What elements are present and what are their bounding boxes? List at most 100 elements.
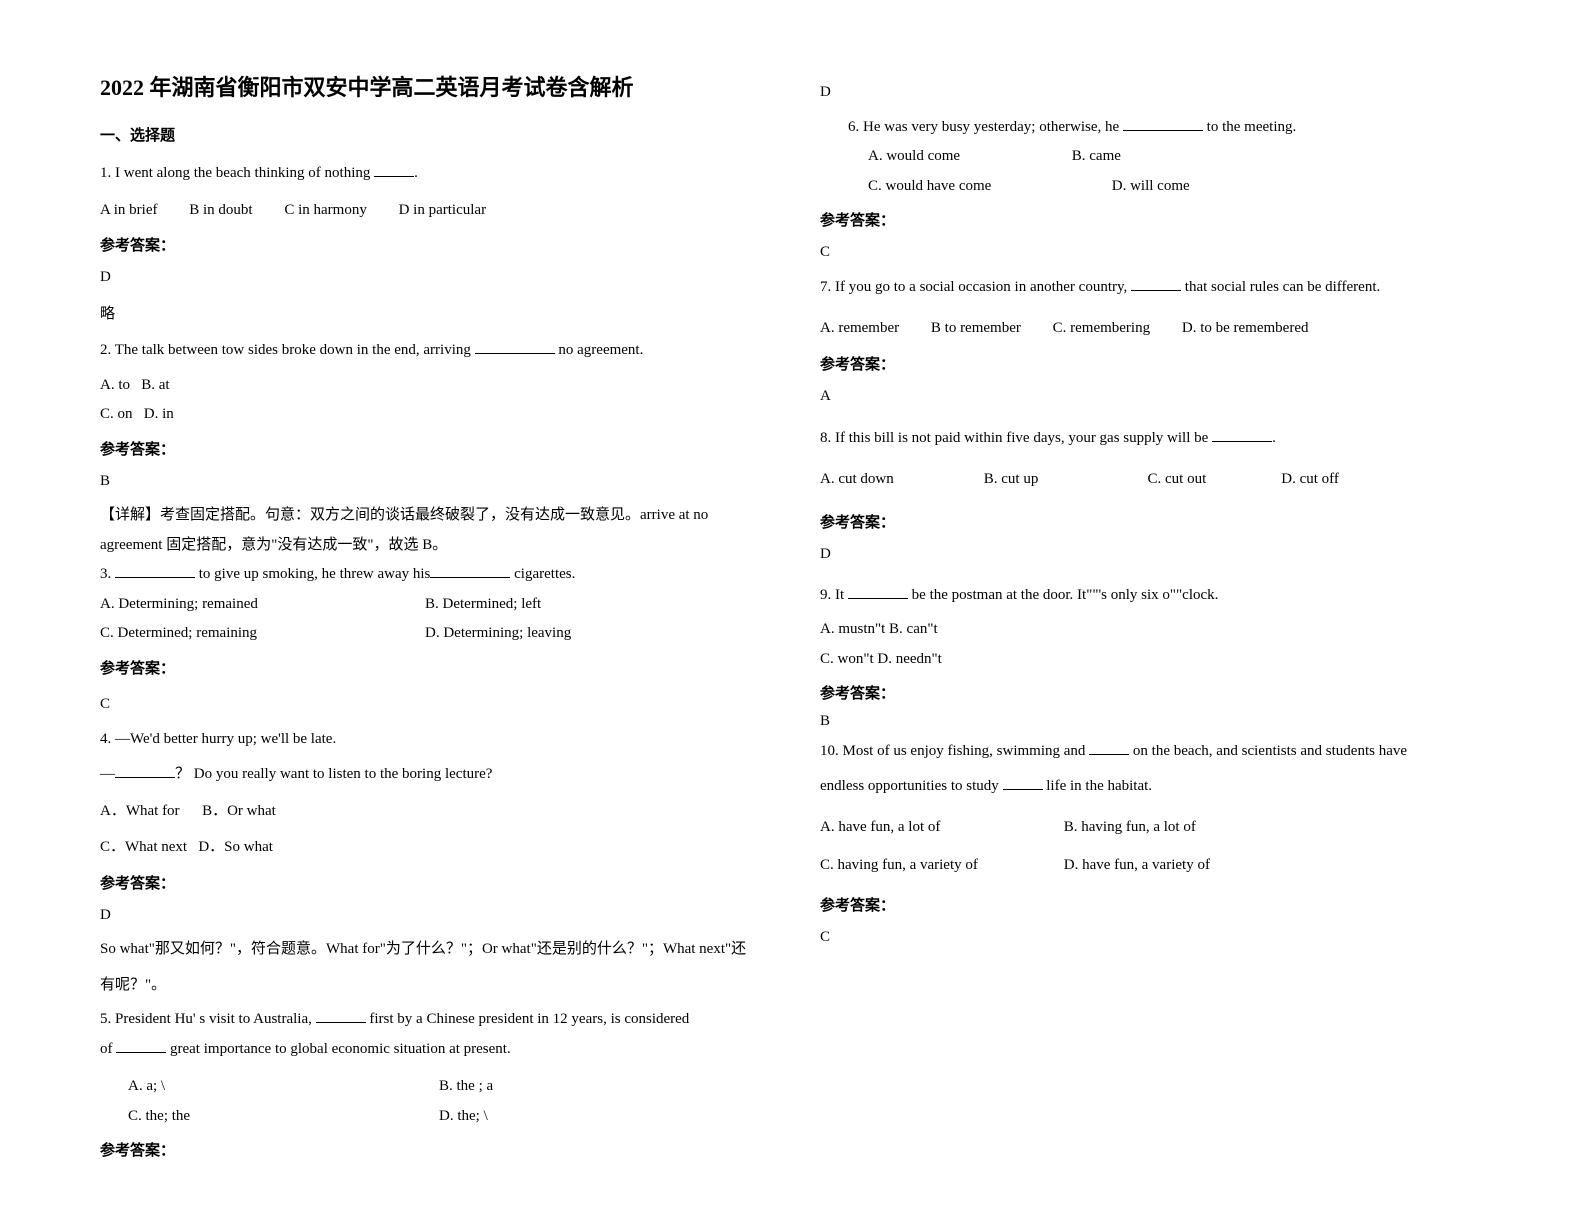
q10-opt-a: A. have fun, a lot of [820, 813, 1060, 842]
q10-opt-d: D. have fun, a variety of [1064, 857, 1210, 873]
q5-ans: D [820, 78, 1470, 107]
blank [116, 1037, 166, 1053]
q9-b: be the postman at the door. It""'s only … [908, 587, 1218, 603]
q7-opt-a: A. remember [820, 314, 899, 343]
q10-opts-ab: A. have fun, a lot of B. having fun, a l… [820, 813, 1470, 842]
q7-opt-d: D. to be remembered [1182, 314, 1309, 343]
q1-opt-b: B in doubt [189, 196, 252, 225]
blank [1089, 739, 1129, 755]
q4-note2: 有呢？"。 [100, 971, 750, 1000]
q1-opt-d: D in particular [399, 196, 486, 225]
q3-b: to give up smoking, he threw away his [195, 566, 430, 582]
q10-opt-b: B. having fun, a lot of [1064, 819, 1196, 835]
q9-line3: C. won"t D. needn"t [820, 647, 1470, 673]
q5-c: of [100, 1041, 116, 1057]
blank [374, 161, 414, 177]
q8-stem: 8. If this bill is not paid within five … [820, 424, 1470, 453]
q3-ans: C [100, 690, 750, 719]
q10-stem1: 10. Most of us enjoy fishing, swimming a… [820, 739, 1470, 765]
q1-opt-a: A in brief [100, 196, 158, 225]
q6-opts-cd: C. would have come D. will come [820, 174, 1470, 200]
q9-a: 9. It [820, 587, 848, 603]
q3-stem: 3. to give up smoking, he threw away his… [100, 562, 750, 588]
q2-ans: B [100, 467, 750, 496]
blank [848, 583, 908, 599]
q5-opts-row1: A. a; \ B. the ; a [100, 1074, 750, 1100]
q10-d: life in the habitat. [1043, 778, 1153, 794]
q10-opts-cd: C. having fun, a variety of D. have fun,… [820, 851, 1470, 880]
q10-ans: C [820, 923, 1470, 952]
q3-opt-b: B. Determined; left [425, 592, 750, 618]
q3-opts-row2: C. Determined; remaining D. Determining;… [100, 621, 750, 647]
section-heading: 一、选择题 [100, 124, 750, 145]
q8-ans-label: 参考答案： [820, 511, 1470, 532]
q7-opt-c: C. remembering [1053, 314, 1150, 343]
q4-note1: So what"那又如何？"，符合题意。What for"为了什么？"；Or w… [100, 937, 750, 963]
q3-opts-row1: A. Determining; remained B. Determined; … [100, 592, 750, 618]
blank [1212, 426, 1272, 442]
q7-ans-label: 参考答案： [820, 353, 1470, 374]
blank [115, 562, 195, 578]
q9-line2: A. mustn"t B. can"t [820, 617, 1470, 643]
q5-stem2: of great importance to global economic s… [100, 1037, 750, 1063]
q4-l2b: ？ Do you really want to listen to the bo… [175, 766, 492, 782]
q1-text-a: 1. I went along the beach thinking of no… [100, 165, 374, 181]
blank [115, 762, 175, 778]
blank [1003, 774, 1043, 790]
q8-opt-c: C. cut out [1148, 465, 1278, 494]
q4-opt-a: A．What for [100, 803, 180, 819]
q2-opt-b: B. at [141, 377, 169, 393]
q2-text-b: no agreement. [555, 342, 644, 358]
q6-ans-label: 参考答案： [820, 209, 1470, 230]
q8-opts: A. cut down B. cut up C. cut out D. cut … [820, 465, 1470, 494]
q3-opt-a: A. Determining; remained [100, 592, 425, 618]
q10-opt-c: C. having fun, a variety of [820, 851, 1060, 880]
q5-opt-d: D. the; \ [439, 1104, 750, 1130]
blank [1131, 275, 1181, 291]
q9-stem: 9. It be the postman at the door. It""'s… [820, 581, 1470, 610]
q1-text-b: . [414, 165, 418, 181]
q4-opt-b: B．Or what [202, 803, 276, 819]
q5-b: first by a Chinese president in 12 years… [366, 1011, 690, 1027]
q2-text-a: 2. The talk between tow sides broke down… [100, 342, 475, 358]
q2-ans-label: 参考答案： [100, 438, 750, 459]
q6-b: to the meeting. [1203, 119, 1296, 135]
blank [1123, 115, 1203, 131]
q1-ans-label: 参考答案： [100, 234, 750, 255]
q3-opt-d: D. Determining; leaving [425, 621, 750, 647]
blank [475, 338, 555, 354]
q2-note1: 【详解】考查固定搭配。句意：双方之间的谈话最终破裂了，没有达成一致意见。arri… [100, 503, 750, 529]
q2-note2: agreement 固定搭配，意为"没有达成一致"，故选 B。 [100, 533, 750, 559]
q2-opts-cd: C. on D. in [100, 402, 750, 428]
q3-c: cigarettes. [510, 566, 575, 582]
q2-opt-a: A. to [100, 377, 130, 393]
q1-note: 略 [100, 300, 750, 329]
q2-opts-ab: A. to B. at [100, 373, 750, 399]
q6-opt-d: D. will come [1112, 178, 1190, 194]
q10-b: on the beach, and scientists and student… [1129, 743, 1407, 759]
q10-stem2: endless opportunities to study life in t… [820, 772, 1470, 801]
q7-ans: A [820, 382, 1470, 411]
q4-opts-ab: A．What for B．Or what [100, 797, 750, 826]
blank [430, 562, 510, 578]
q9-ans-label: 参考答案： [820, 682, 1470, 703]
left-column: 2022 年湖南省衡阳市双安中学高二英语月考试卷含解析 一、选择题 1. I w… [100, 70, 810, 1171]
page-root: 2022 年湖南省衡阳市双安中学高二英语月考试卷含解析 一、选择题 1. I w… [0, 0, 1587, 1211]
q1-options: A in brief B in doubt C in harmony D in … [100, 196, 750, 225]
doc-title: 2022 年湖南省衡阳市双安中学高二英语月考试卷含解析 [100, 70, 750, 102]
q5-stem1: 5. President Hu' s visit to Australia, f… [100, 1007, 750, 1033]
q6-a: 6. He was very busy yesterday; otherwise… [848, 119, 1123, 135]
q1-ans: D [100, 263, 750, 292]
blank [316, 1007, 366, 1023]
q2-stem: 2. The talk between tow sides broke down… [100, 336, 750, 365]
q4-ans: D [100, 901, 750, 930]
q8-b: . [1272, 430, 1276, 446]
q4-opts-cd: C．What next D．So what [100, 833, 750, 862]
q6-opts-ab: A. would come B. came [820, 144, 1470, 170]
q9-ans: B [820, 709, 1470, 735]
q5-ans-label: 参考答案： [100, 1139, 750, 1165]
right-column: D 6. He was very busy yesterday; otherwi… [810, 70, 1530, 1171]
q2-opt-d: D. in [144, 406, 174, 422]
q7-b: that social rules can be different. [1181, 279, 1380, 295]
q7-stem: 7. If you go to a social occasion in ano… [820, 275, 1470, 301]
